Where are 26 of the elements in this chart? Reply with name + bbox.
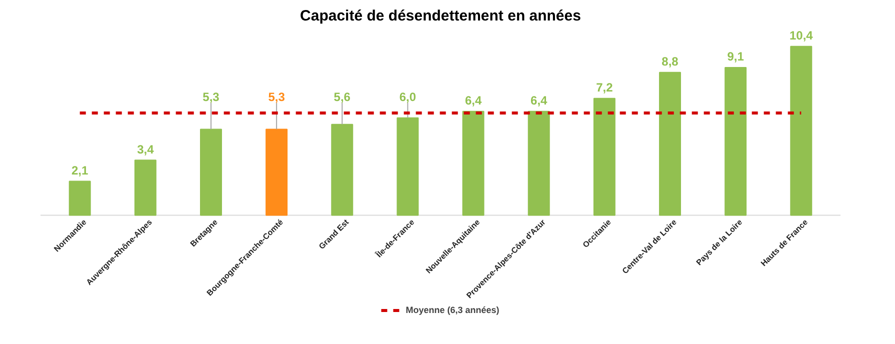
bar <box>266 128 288 216</box>
data-label: 5,6 <box>334 90 351 104</box>
bar <box>593 98 616 216</box>
data-label: 7,2 <box>596 80 614 95</box>
data-label: 8,8 <box>662 54 679 69</box>
bar <box>134 160 156 216</box>
data-label: 6,4 <box>530 94 548 108</box>
data-label: 6,4 <box>464 94 482 108</box>
bar <box>790 46 812 216</box>
legend-label: Moyenne (6,3 années) <box>406 305 500 315</box>
chart-title: Capacité de désendettement en années <box>300 8 581 24</box>
bar <box>200 128 222 216</box>
data-label: 2,1 <box>72 163 89 178</box>
bar <box>68 180 91 216</box>
bar <box>462 110 484 216</box>
bar <box>724 67 747 216</box>
data-label: 9,1 <box>727 50 744 64</box>
bar <box>528 110 550 216</box>
data-label: 3,4 <box>137 142 154 156</box>
data-label: 10,4 <box>789 28 814 43</box>
bar <box>659 72 681 216</box>
data-label: 6,0 <box>399 90 416 104</box>
data-label: 5,3 <box>268 90 286 104</box>
bar <box>331 124 354 216</box>
bar <box>396 117 419 216</box>
data-label: 5,3 <box>202 90 220 104</box>
